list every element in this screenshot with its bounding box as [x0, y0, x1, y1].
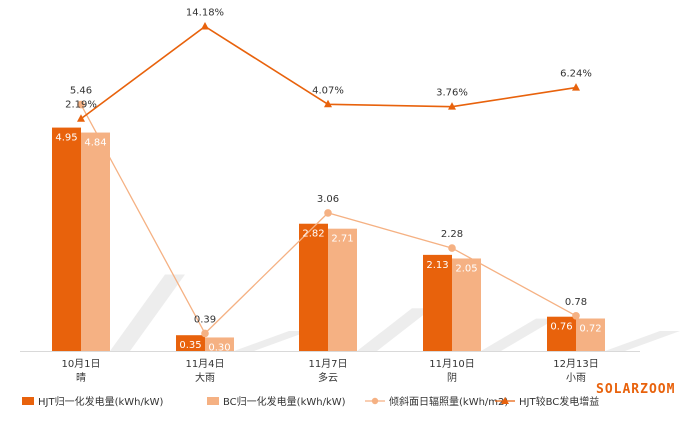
hjt-bar-value-label: 2.13 [426, 260, 448, 271]
gain-value-label: 6.24% [560, 69, 592, 80]
bar-shadow [234, 331, 309, 351]
irradiance-marker [324, 209, 332, 217]
gain-marker [448, 102, 456, 110]
hjt-bar [299, 223, 328, 351]
hjt-bar-value-label: 4.95 [55, 133, 77, 144]
irradiance-marker [77, 100, 85, 109]
data-label-group: 4.95 0.35 2.82 2.13 0.76 4.84 0.30 2.71 2.05 0.72… [55, 8, 601, 354]
line-group [77, 22, 580, 338]
legend-swatch [207, 397, 219, 405]
gain-marker [201, 22, 209, 30]
x-tick-weather: 大雨 [195, 371, 215, 384]
hjt-bar [547, 316, 576, 351]
bc-bar [452, 258, 481, 351]
legend-label: BC归一化发电量(kWh/kW) [223, 395, 346, 408]
legend-marker [501, 397, 509, 404]
x-tick-date: 10月1日 [61, 358, 100, 370]
hjt-bar-value-label: 0.35 [179, 340, 201, 351]
gain-value-label: 4.07% [312, 85, 344, 96]
bar-group [52, 127, 605, 351]
x-tick-date: 11月4日 [185, 358, 224, 370]
bc-bar-value-label: 4.84 [84, 138, 106, 149]
bar-shadow [605, 331, 680, 351]
bar-shadow [357, 308, 432, 351]
irradiance-marker [201, 329, 209, 338]
irradiance-marker [572, 311, 580, 320]
x-tick-weather: 阴 [447, 372, 457, 384]
irradiance-value-label: 0.78 [565, 297, 587, 308]
x-tick-date: 11月10日 [429, 358, 474, 370]
x-tick-weather: 多云 [318, 371, 338, 384]
legend-label: 倾斜面日辐照量(kWh/m2) [389, 395, 508, 408]
gain-marker [77, 114, 85, 122]
bar-shadows [110, 274, 680, 351]
irradiance-value-label: 0.39 [194, 314, 216, 325]
x-tick-date: 11月7日 [308, 358, 347, 370]
legend-label: HJT较BC发电增益 [519, 395, 599, 408]
legend-label: HJT归一化发电量(kWh/kW) [38, 395, 164, 408]
bc-bar-value-label: 0.72 [579, 324, 601, 335]
hjt-bar-value-label: 2.82 [302, 229, 324, 240]
bc-bar [205, 337, 234, 351]
hjt-bar [52, 127, 81, 351]
gain-marker [572, 83, 580, 91]
solarzoom-watermark: SOLARZOOM [596, 382, 675, 397]
bc-bar-value-label: 2.71 [331, 234, 353, 245]
hjt-bar [423, 254, 452, 351]
irradiance-value-label: 5.46 [70, 86, 92, 97]
hjt-bar [176, 335, 205, 351]
irradiance-marker [448, 244, 456, 252]
bar-shadow [110, 274, 185, 351]
legend-swatch [22, 397, 34, 405]
x-tick-weather: 晴 [76, 371, 86, 384]
bc-bar [328, 228, 357, 351]
gain-value-label: 2.19% [65, 100, 97, 111]
bc-bar-value-label: 2.05 [455, 263, 477, 274]
legend-marker [371, 397, 379, 405]
hjt-bar-value-label: 0.76 [550, 322, 572, 333]
gain-value-label: 3.76% [436, 88, 468, 99]
gain-marker [324, 99, 332, 108]
bc-bar-value-label: 0.30 [208, 342, 230, 353]
bc-bar [576, 318, 605, 351]
irradiance-value-label: 3.06 [317, 194, 339, 205]
bc-bar [81, 132, 110, 351]
irradiance-value-label: 2.28 [441, 229, 463, 240]
x-tick-date: 12月13日 [553, 358, 598, 370]
bar-shadow [481, 318, 556, 351]
legend: HJT归一化发电量(kWh/kW) BC归一化发电量(kWh/kW) 倾斜面日辐照量… [22, 395, 599, 408]
gain-value-label: 14.18% [186, 8, 224, 19]
x-tick-weather: 小雨 [566, 372, 586, 384]
